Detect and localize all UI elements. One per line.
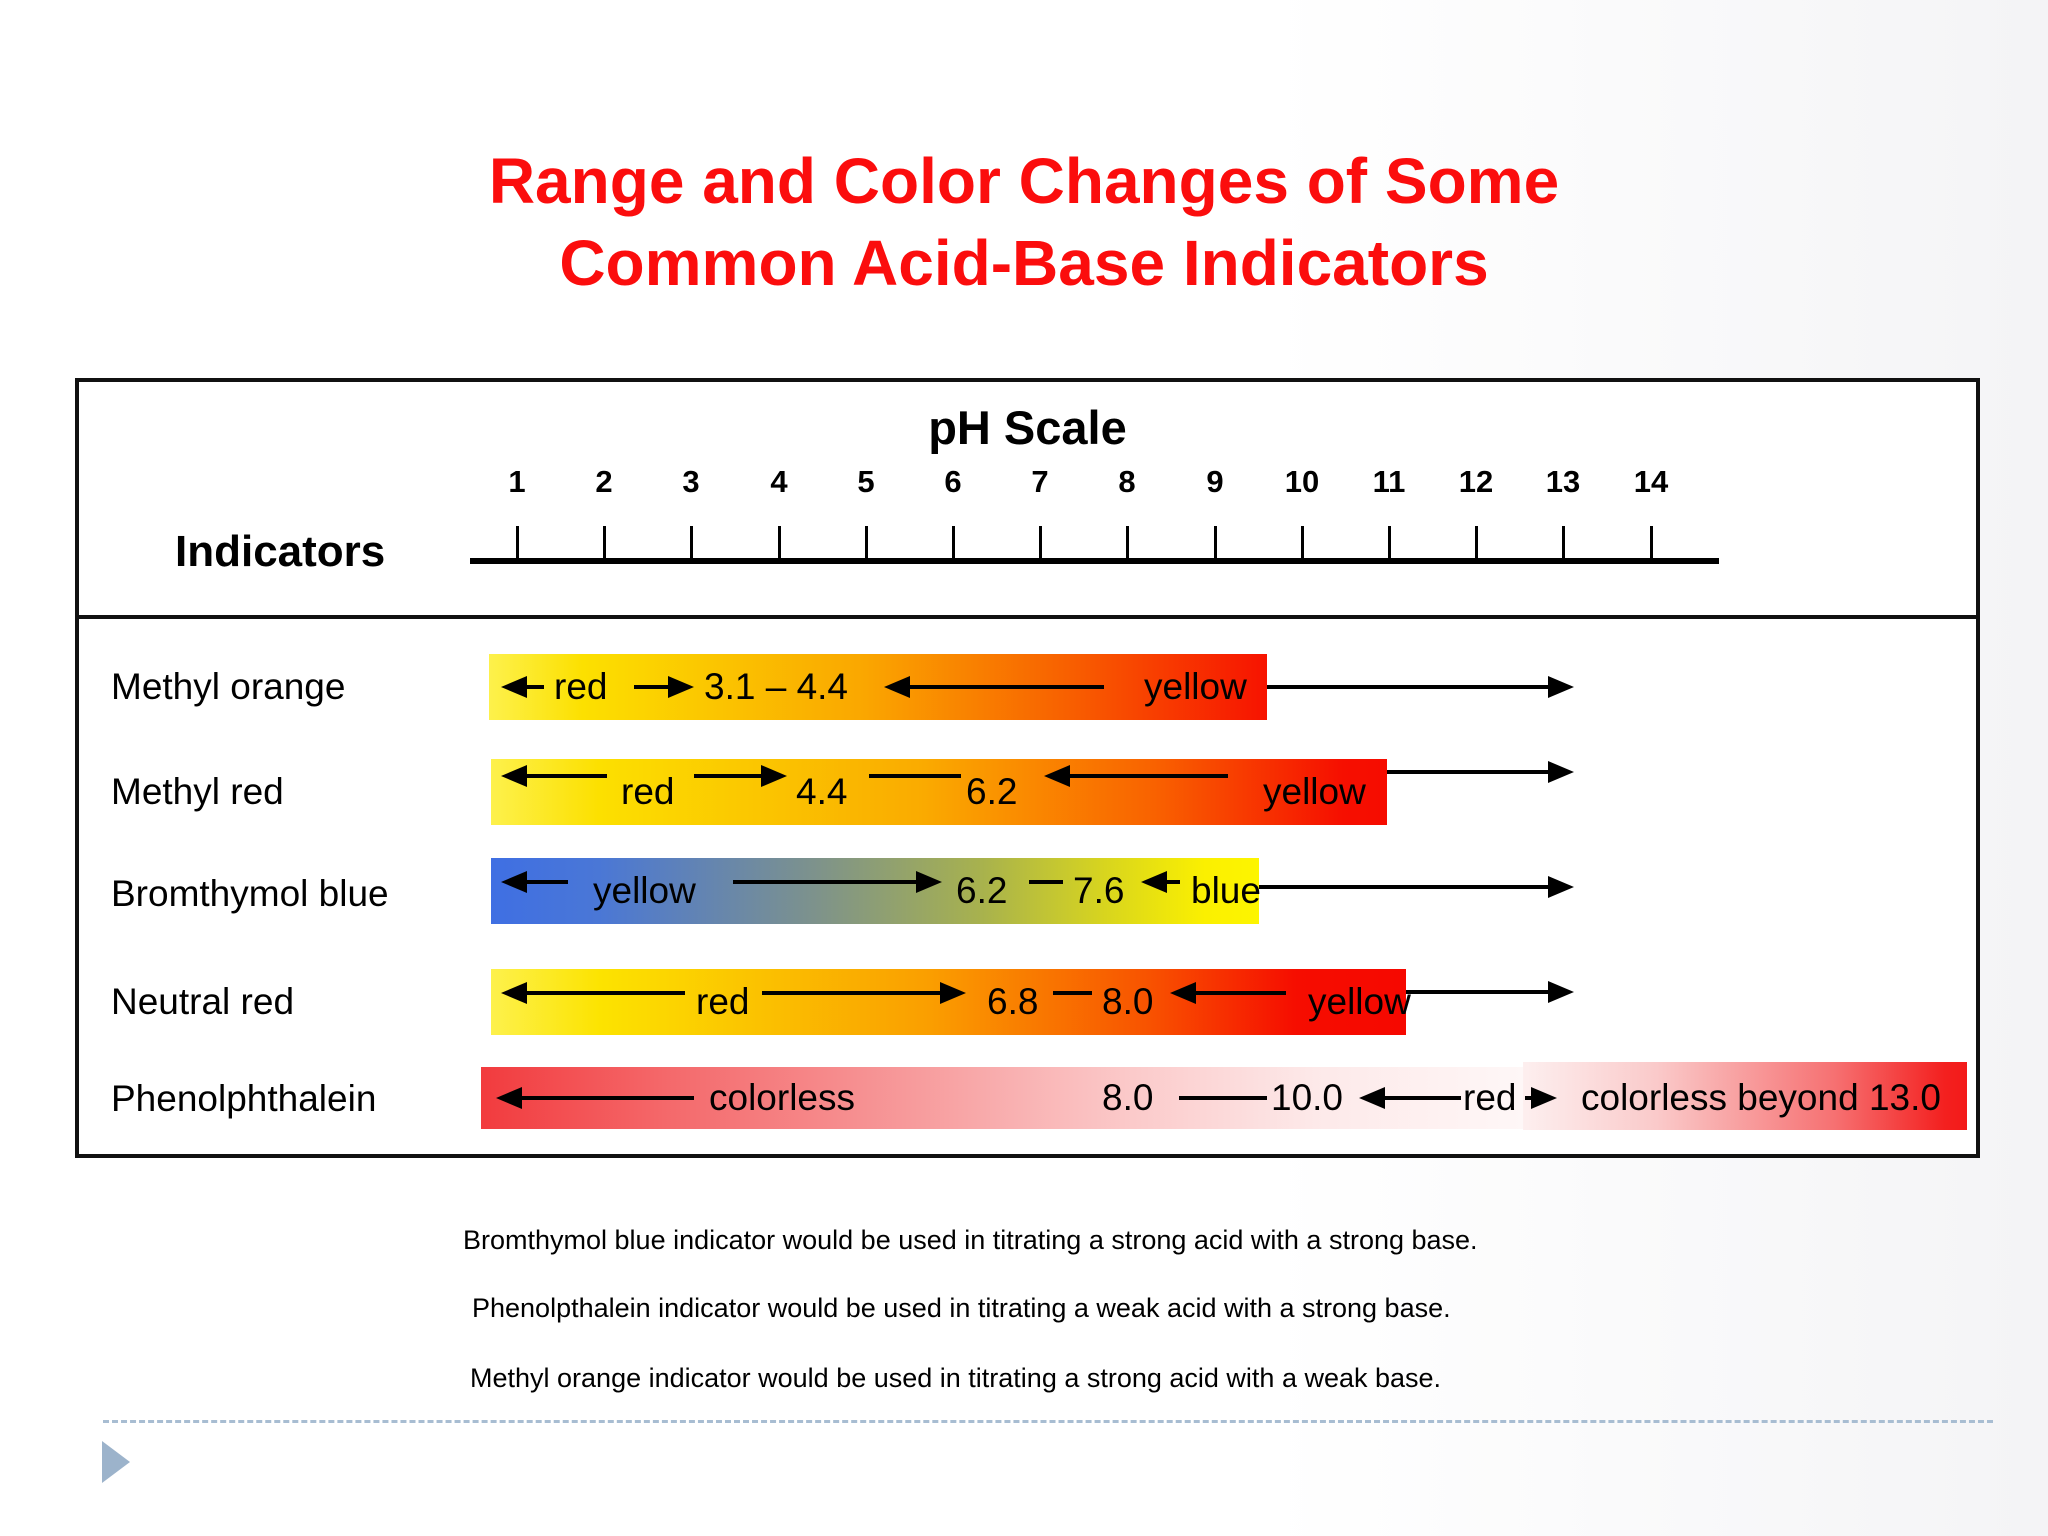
bar-text-high: 6.2 (966, 771, 1018, 812)
arrow-left-icon (884, 676, 1104, 698)
footer-dashed-divider (103, 1420, 1993, 1423)
arrow-left-icon (501, 982, 685, 1004)
arrow-left-icon (496, 1087, 694, 1109)
arrow-right-icon (1525, 1087, 1557, 1109)
header-divider (75, 615, 1980, 619)
ph-tick-mark (516, 526, 519, 560)
row-label-phenolphthalein: Phenolphthalein (111, 1078, 377, 1119)
arrow-right-icon (1406, 981, 1574, 1003)
arrow-left-icon (1170, 982, 1286, 1004)
note-bromthymol-blue: Bromthymol blue indicator would be used … (463, 1225, 1478, 1255)
arrow-right-icon (1267, 676, 1574, 698)
ph-tick-label: 12 (1458, 464, 1494, 499)
indicators-column-label: Indicators (175, 527, 386, 576)
ph-scale-title: pH Scale (928, 401, 1127, 454)
arrow-left-icon (1141, 871, 1180, 893)
ph-tick-mark (1650, 526, 1653, 560)
ph-tick-label: 7 (1031, 464, 1049, 499)
arrow-left-icon (1359, 1087, 1461, 1109)
bar-text-base-color: yellow (1308, 981, 1411, 1022)
range-line-icon (1179, 1096, 1267, 1100)
ph-tick-label: 1 (508, 464, 526, 499)
arrow-right-icon (762, 982, 966, 1004)
bar-text-acid-color: yellow (593, 870, 696, 911)
arrow-right-icon (1387, 761, 1574, 783)
ph-tick-mark (1126, 526, 1129, 560)
row-label-neutral-red: Neutral red (111, 981, 295, 1022)
note-phenolphthalein: Phenolpthalein indicator would be used i… (472, 1293, 1451, 1323)
bar-text-base-color: yellow (1144, 666, 1247, 707)
ph-axis-line (470, 558, 1719, 564)
bar-text-acid-color: colorless (709, 1077, 855, 1118)
ph-tick-mark (603, 526, 606, 560)
note-methyl-orange: Methyl orange indicator would be used in… (470, 1363, 1442, 1393)
range-line-icon (1029, 880, 1063, 884)
ph-tick-mark (778, 526, 781, 560)
bar-text-low: 6.2 (956, 870, 1008, 911)
page-title: Range and Color Changes of Some Common A… (0, 140, 2048, 304)
bar-text-acid-color: red (621, 771, 675, 812)
bar-text-low: 4.4 (796, 771, 848, 812)
ph-tick-mark (1475, 526, 1478, 560)
ph-tick-label: 2 (595, 464, 613, 499)
arrow-right-icon (634, 676, 694, 698)
title-line-2: Common Acid-Base Indicators (559, 227, 1489, 299)
ph-tick-label: 3 (682, 464, 700, 499)
bar-text-low: 8.0 (1102, 1077, 1154, 1118)
bar-neutral-red: red 6.8 8.0 yellow (491, 969, 1411, 1035)
play-triangle-icon (102, 1441, 130, 1483)
ph-tick-mark (865, 526, 868, 560)
bar-text-high: 10.0 (1271, 1077, 1344, 1118)
ph-tick-mark (1039, 526, 1042, 560)
bar-phenolphthalein-high (1523, 1062, 1967, 1130)
ph-tick-mark (1301, 526, 1304, 560)
ph-tick-mark (952, 526, 955, 560)
ph-tick-mark (1562, 526, 1565, 560)
bar-text-acid-color: red (696, 981, 750, 1022)
ph-tick-label: 8 (1118, 464, 1136, 499)
arrow-left-icon (501, 676, 544, 698)
row-label-bromthymol-blue: Bromthymol blue (111, 873, 389, 914)
bar-text-base-color: blue (1191, 870, 1261, 911)
title-line-1: Range and Color Changes of Some (488, 145, 1560, 217)
arrow-left-icon (501, 765, 607, 787)
bar-phenolphthalein-low: colorless 8.0 10.0 red colorless beyond … (481, 1067, 1941, 1129)
arrow-right-icon (733, 871, 942, 893)
range-line-icon (869, 774, 961, 778)
bar-text-low: 6.8 (987, 981, 1039, 1022)
row-label-methyl-orange: Methyl orange (111, 666, 346, 707)
bar-methyl-red: red 4.4 6.2 yellow (491, 759, 1387, 825)
arrow-right-icon (1259, 876, 1574, 898)
ph-tick-mark (690, 526, 693, 560)
bar-text-acid-color: red (554, 666, 608, 707)
bar-text-base-color: red (1463, 1077, 1517, 1118)
bar-text-high: 7.6 (1073, 870, 1125, 911)
indicator-chart: pH Scale Indicators 1 2 3 4 5 6 7 8 9 10… (75, 378, 1980, 1158)
arrow-left-icon (501, 871, 568, 893)
arrow-right-icon (694, 765, 787, 787)
ph-tick-label: 6 (944, 464, 962, 499)
bar-text-base-color: yellow (1263, 771, 1366, 812)
ph-tick-label: 13 (1545, 464, 1581, 499)
arrow-left-icon (1044, 765, 1228, 787)
range-line-icon (1053, 991, 1092, 995)
bar-bromthymol-blue: yellow 6.2 7.6 blue (491, 858, 1261, 924)
ph-tick-label: 11 (1372, 464, 1406, 499)
ph-tick-mark (1214, 526, 1217, 560)
ph-tick-label: 9 (1206, 464, 1224, 499)
ph-tick-label: 14 (1633, 464, 1669, 499)
ph-tick-mark (1388, 526, 1391, 560)
ph-tick-label: 5 (857, 464, 875, 499)
ph-tick-label: 4 (770, 464, 788, 499)
bar-text-high: 8.0 (1102, 981, 1154, 1022)
row-label-methyl-red: Methyl red (111, 771, 284, 812)
bar-methyl-orange: red 3.1 – 4.4 yellow (489, 654, 1267, 720)
bar-text-beyond: colorless beyond 13.0 (1581, 1077, 1941, 1118)
ph-tick-label: 10 (1284, 464, 1320, 499)
bar-text-range: 3.1 – 4.4 (704, 666, 849, 707)
